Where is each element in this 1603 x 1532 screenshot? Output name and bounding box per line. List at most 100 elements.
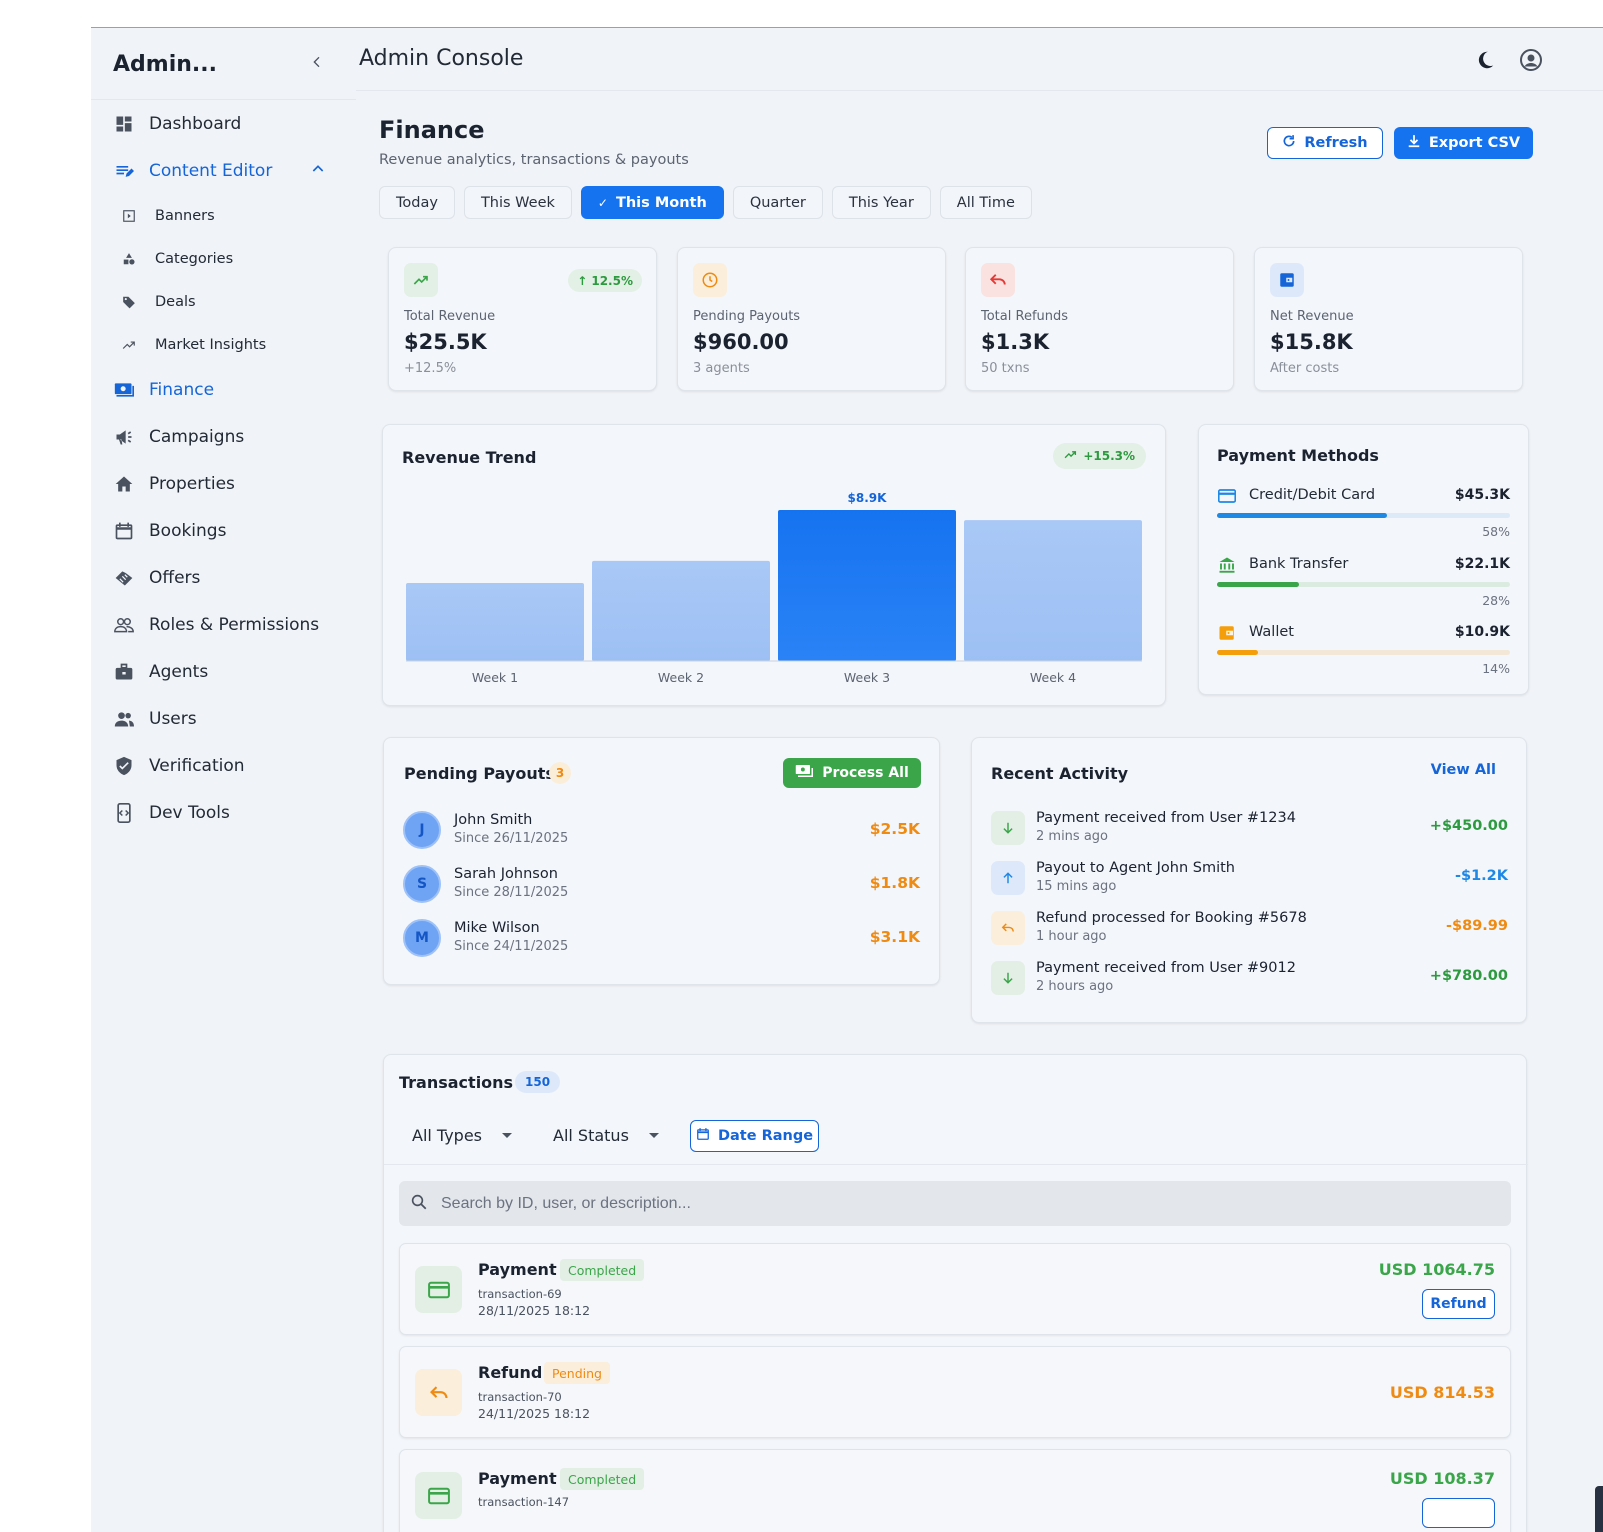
period-tab-this-month[interactable]: ✓ This Month — [580, 186, 724, 219]
type-filter-select[interactable]: All Types — [412, 1118, 513, 1152]
sidebar-subitem-market-insights[interactable]: Market Insights — [91, 323, 356, 366]
period-tab-today[interactable]: Today — [379, 186, 455, 219]
status-badge: Completed — [560, 1468, 645, 1490]
payment-method-percent: 14% — [1482, 661, 1510, 676]
sidebar-item-label: Properties — [149, 473, 235, 494]
pending-payouts-title: Pending Payouts — [404, 764, 555, 783]
app-title: Admin Console — [359, 46, 524, 71]
sidebar-item-label: Verification — [149, 755, 245, 776]
sidebar-item-bookings[interactable]: Bookings — [91, 507, 356, 554]
payout-row[interactable]: J John Smith Since 26/11/2025 $2.5K — [403, 811, 920, 851]
wallet-icon — [1217, 623, 1237, 643]
status-filter-select[interactable]: All Status — [553, 1118, 659, 1152]
payee-since: Since 28/11/2025 — [454, 885, 569, 900]
payment-method-bar-fill — [1217, 582, 1300, 587]
account-icon[interactable] — [1519, 48, 1543, 72]
trending-up-icon — [404, 263, 438, 297]
sidebar-item-campaigns[interactable]: Campaigns — [91, 413, 356, 460]
sidebar-subitem-categories[interactable]: Categories — [91, 237, 356, 280]
transactions-card: Transactions 150 All Types All Status Da… — [383, 1054, 1528, 1532]
sidebar-subitem-deals[interactable]: Deals — [91, 280, 356, 323]
sidebar-item-verification[interactable]: Verification — [91, 742, 356, 789]
sidebar-item-roles-permissions[interactable]: Roles & Permissions — [91, 601, 356, 648]
period-tab-quarter[interactable]: Quarter — [732, 186, 823, 219]
sidebar-subitem-banners[interactable]: Banners — [91, 194, 356, 237]
period-tabs: Today This Week ✓ This Month Quarter This… — [379, 186, 1032, 219]
transactions-count-badge: 150 — [515, 1071, 561, 1093]
payout-row[interactable]: S Sarah Johnson Since 28/11/2025 $1.8K — [403, 865, 920, 905]
kpi-label: Net Revenue — [1270, 309, 1354, 324]
transaction-type: Refund — [478, 1363, 543, 1382]
sidebar-item-label: Dashboard — [149, 113, 242, 134]
transaction-type: Payment — [478, 1260, 557, 1279]
payment-method-name: Bank Transfer — [1249, 556, 1349, 572]
growth-value: 12.5% — [591, 273, 633, 288]
period-tab-label: This Month — [615, 194, 707, 211]
sidebar-item-dev-tools[interactable]: Dev Tools — [91, 789, 356, 836]
activity-amount: +$780.00 — [1429, 968, 1508, 984]
transaction-id: transaction-147 — [478, 1495, 570, 1509]
view-all-link[interactable]: View All — [1430, 762, 1496, 778]
date-range-button[interactable]: Date Range — [690, 1120, 819, 1152]
sidebar-item-content-editor[interactable]: Content Editor — [91, 147, 356, 194]
arrow-up-icon — [991, 861, 1025, 895]
credit-card-icon — [415, 1266, 462, 1313]
sidebar-item-properties[interactable]: Properties — [91, 460, 356, 507]
sidebar-item-offers[interactable]: Offers — [91, 554, 356, 601]
activity-amount: +$450.00 — [1429, 818, 1508, 834]
clock-icon — [693, 263, 727, 297]
period-tab-this-week[interactable]: This Week — [463, 186, 572, 219]
search-input[interactable] — [441, 1181, 1491, 1226]
sidebar-item-finance[interactable]: Finance — [91, 366, 356, 413]
refund-button[interactable]: Refund — [1422, 1289, 1495, 1319]
transaction-date: 24/11/2025 18:12 — [478, 1406, 591, 1421]
kpi-subtext: +12.5% — [404, 361, 457, 376]
sidebar-item-label: Campaigns — [149, 426, 245, 447]
activity-amount: -$89.99 — [1446, 918, 1508, 934]
sidebar-item-users[interactable]: Users — [91, 695, 356, 742]
calendar-icon — [113, 520, 135, 542]
payment-method-name: Wallet — [1249, 624, 1294, 640]
sidebar-item-label: Offers — [149, 567, 201, 588]
bank-icon — [1217, 555, 1237, 575]
sidebar-item-agents[interactable]: Agents — [91, 648, 356, 695]
sidebar-subitem-label: Deals — [155, 293, 196, 310]
sidebar-item-label: Users — [149, 708, 197, 729]
content-editor-icon — [113, 160, 135, 182]
chevron-up-icon[interactable] — [310, 161, 326, 182]
payment-method-bar — [1217, 582, 1510, 587]
dropdown-caret-icon — [648, 1132, 659, 1138]
chart-bar[interactable] — [964, 520, 1142, 661]
payout-row[interactable]: M Mike Wilson Since 24/11/2025 $3.1K — [403, 919, 920, 959]
payment-method-amount: $22.1K — [1454, 556, 1510, 572]
transaction-row[interactable]: Payment Completed transaction-69 28/11/2… — [399, 1243, 1511, 1335]
kpi-card-pending-payouts: Pending Payouts $960.00 3 agents — [677, 247, 946, 391]
refresh-button[interactable]: Refresh — [1267, 127, 1383, 159]
process-all-button[interactable]: Process All — [783, 758, 921, 788]
chart-bar[interactable] — [592, 560, 770, 661]
collapse-sidebar-icon[interactable] — [306, 54, 328, 76]
chart-bar[interactable] — [778, 510, 956, 661]
payments-icon — [795, 764, 814, 782]
payment-methods-title: Payment Methods — [1217, 446, 1379, 465]
chart-bar[interactable] — [406, 582, 584, 661]
period-tab-this-year[interactable]: This Year — [831, 186, 931, 219]
export-csv-button[interactable]: Export CSV — [1394, 127, 1533, 159]
transaction-row[interactable]: Refund Pending transaction-70 24/11/2025… — [399, 1346, 1511, 1438]
refund-button[interactable] — [1422, 1498, 1495, 1528]
undo-icon — [981, 263, 1015, 297]
campaigns-icon — [113, 426, 135, 448]
activity-row: Payment received from User #1234 2 mins … — [991, 810, 1508, 851]
shield-check-icon — [113, 755, 135, 777]
payee-since: Since 24/11/2025 — [454, 939, 569, 954]
period-tab-all-time[interactable]: All Time — [939, 186, 1032, 219]
sidebar-item-dashboard[interactable]: Dashboard — [91, 100, 356, 147]
transaction-row[interactable]: Payment Completed transaction-147 USD 10… — [399, 1449, 1511, 1532]
trending-up-icon — [1064, 448, 1077, 464]
transaction-type: Payment — [478, 1469, 557, 1488]
activity-text: Refund processed for Booking #5678 — [1036, 910, 1307, 926]
kpi-label: Pending Payouts — [693, 309, 801, 324]
kpi-value: $1.3K — [981, 330, 1050, 354]
dark-mode-icon[interactable] — [1474, 49, 1496, 71]
payee-name: Mike Wilson — [454, 920, 540, 936]
